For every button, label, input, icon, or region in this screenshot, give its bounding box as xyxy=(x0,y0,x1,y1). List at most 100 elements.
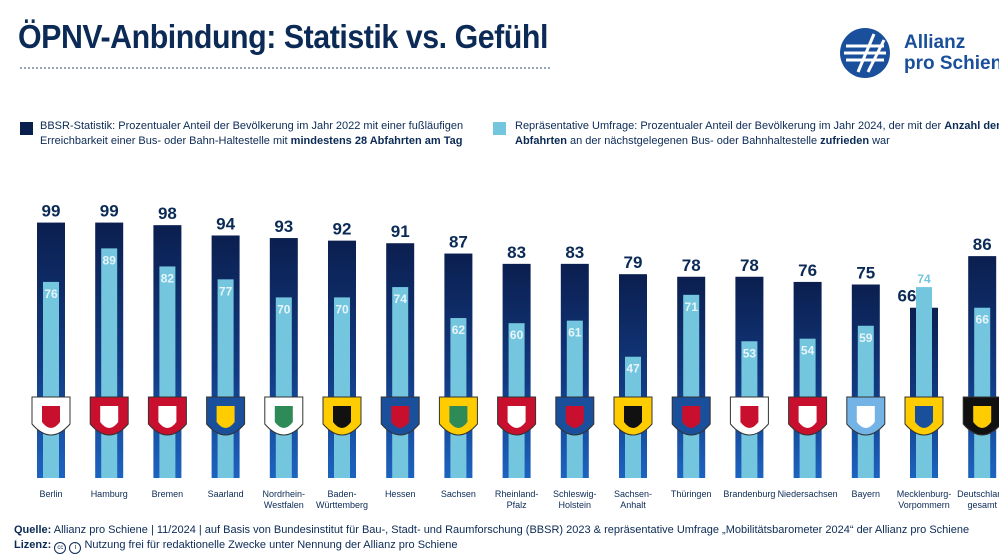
survey-value-label: 60 xyxy=(510,328,524,342)
bbsr-value-label: 92 xyxy=(333,220,352,239)
bbsr-value-label: 66 xyxy=(898,287,917,306)
footer-license: Lizenz: cc i Nutzung frei für redaktione… xyxy=(14,539,457,554)
bbsr-value-label: 86 xyxy=(973,235,992,254)
legend-survey-line2-end: war xyxy=(869,135,890,147)
category-label: Bayern xyxy=(852,489,881,499)
bar-survey xyxy=(275,297,292,478)
bbsr-value-label: 91 xyxy=(391,222,410,241)
legend-survey-line1: Repräsentative Umfrage: Prozentualer Ant… xyxy=(515,120,945,132)
bbsr-value-label: 94 xyxy=(216,214,235,233)
legend-bbsr-line2: Erreichbarkeit einer Bus- oder Bahn-Halt… xyxy=(40,135,291,147)
category-label: Vorpommern xyxy=(898,500,950,510)
coat-of-arms-emblem-icon xyxy=(798,406,817,428)
bbsr-value-label: 99 xyxy=(42,202,61,221)
coat-of-arms-emblem-icon xyxy=(682,406,701,428)
category-label: Sachsen xyxy=(441,489,476,499)
bar-survey xyxy=(392,287,409,478)
bbsr-value-label: 78 xyxy=(740,256,759,275)
survey-value-label: 59 xyxy=(859,331,873,345)
category-label: Hamburg xyxy=(91,489,128,499)
coat-of-arms-emblem-icon xyxy=(507,406,526,428)
bar-survey xyxy=(334,297,350,478)
bbsr-value-label: 98 xyxy=(158,204,177,223)
title-divider xyxy=(20,67,550,69)
bbsr-value-label: 93 xyxy=(274,217,293,236)
legend-bbsr-line2-bold: mindestens 28 Abfahrten am Tag xyxy=(290,135,463,147)
category-label: Westfalen xyxy=(264,500,304,510)
category-label: gesamt xyxy=(967,500,997,510)
category-label: Schleswig- xyxy=(553,489,597,499)
category-label: Deutschland xyxy=(957,489,999,499)
brand-logo: Allianz pro Schiene xyxy=(838,26,999,80)
coat-of-arms-emblem-icon xyxy=(565,406,584,428)
survey-value-label: 66 xyxy=(976,313,990,327)
coat-of-arms-emblem-icon xyxy=(391,406,410,428)
allianz-logo-icon xyxy=(840,28,890,78)
category-label: Pfalz xyxy=(507,500,528,510)
category-label: Rheinland- xyxy=(495,489,539,499)
survey-value-label: 89 xyxy=(103,253,117,267)
attribution-icon: i xyxy=(69,542,82,554)
category-label: Brandenburg xyxy=(723,489,775,499)
survey-value-label: 54 xyxy=(801,344,815,358)
coat-of-arms-emblem-icon xyxy=(740,406,759,428)
legend-survey-swatch xyxy=(493,122,506,135)
page-title: ÖPNV-Anbindung: Statistik vs. Gefühl xyxy=(18,18,548,55)
coat-of-arms-emblem-icon xyxy=(915,406,933,428)
coat-of-arms-emblem-icon xyxy=(158,406,177,428)
category-label: Niedersachsen xyxy=(778,489,838,499)
category-label: Holstein xyxy=(559,500,592,510)
cc-license-icon: cc xyxy=(54,542,67,554)
coat-of-arms-emblem-icon xyxy=(624,406,642,428)
bbsr-value-label: 76 xyxy=(798,261,817,280)
bbsr-value-label: 78 xyxy=(682,256,701,275)
bar-survey xyxy=(217,279,234,478)
bar-survey xyxy=(974,307,991,478)
bar-survey xyxy=(916,287,932,478)
coat-of-arms-emblem-icon xyxy=(42,406,60,428)
survey-value-label: 74 xyxy=(394,292,408,306)
legend-survey-line1-bold: Anzahl der xyxy=(944,120,999,132)
survey-value-label: 53 xyxy=(743,346,757,360)
survey-value-label: 61 xyxy=(568,326,582,340)
coat-of-arms-emblem-icon xyxy=(100,406,119,428)
footer-license-text: Nutzung frei für redaktionelle Zwecke un… xyxy=(81,539,458,551)
coat-of-arms-emblem-icon xyxy=(333,406,351,428)
legend-survey-line2-bold: Abfahrten xyxy=(515,135,567,147)
bar-survey xyxy=(101,248,118,478)
coat-of-arms-emblem-icon xyxy=(856,406,875,428)
footer-source: Quelle: Allianz pro Schiene | 11/2024 | … xyxy=(14,524,969,536)
category-label: Hessen xyxy=(385,489,416,499)
coat-of-arms-emblem-icon xyxy=(973,406,992,428)
bar-survey xyxy=(159,266,176,478)
bbsr-value-label: 75 xyxy=(856,264,875,283)
legend-survey-line2: an der nächstgelegenen Bus- oder Bahnhal… xyxy=(566,135,821,147)
legend-bbsr-line1: BBSR-Statistik: Prozentualer Anteil der … xyxy=(40,120,464,132)
category-label: Mecklenburg- xyxy=(897,489,952,499)
bbsr-value-label: 83 xyxy=(507,243,526,262)
footer-source-text: Allianz pro Schiene | 11/2024 | auf Basi… xyxy=(51,524,970,536)
coat-of-arms-emblem-icon xyxy=(449,406,468,428)
category-label: Baden- xyxy=(327,489,356,499)
coat-of-arms-emblem-icon xyxy=(274,406,293,428)
survey-value-label: 70 xyxy=(335,302,349,316)
survey-value-label: 70 xyxy=(277,302,291,316)
category-label: Nordrhein- xyxy=(263,489,306,499)
bbsr-value-label: 99 xyxy=(100,202,119,221)
category-label: Anhalt xyxy=(620,500,646,510)
bbsr-value-label: 87 xyxy=(449,233,468,252)
category-label: Saarland xyxy=(208,489,244,499)
survey-value-label: 47 xyxy=(626,362,640,376)
legend-survey-text: Repräsentative Umfrage: Prozentualer Ant… xyxy=(515,119,999,149)
category-label: Thüringen xyxy=(671,489,712,499)
logo-line-1: Allianz xyxy=(904,32,966,53)
footer-license-label: Lizenz: xyxy=(14,539,52,551)
bar-survey xyxy=(43,281,59,478)
bar-survey xyxy=(683,294,700,478)
survey-value-label: 74 xyxy=(917,272,931,286)
survey-value-label: 82 xyxy=(161,271,175,285)
bbsr-value-label: 83 xyxy=(565,243,584,262)
bbsr-value-label: 79 xyxy=(624,253,643,272)
category-label: Sachsen- xyxy=(614,489,652,499)
